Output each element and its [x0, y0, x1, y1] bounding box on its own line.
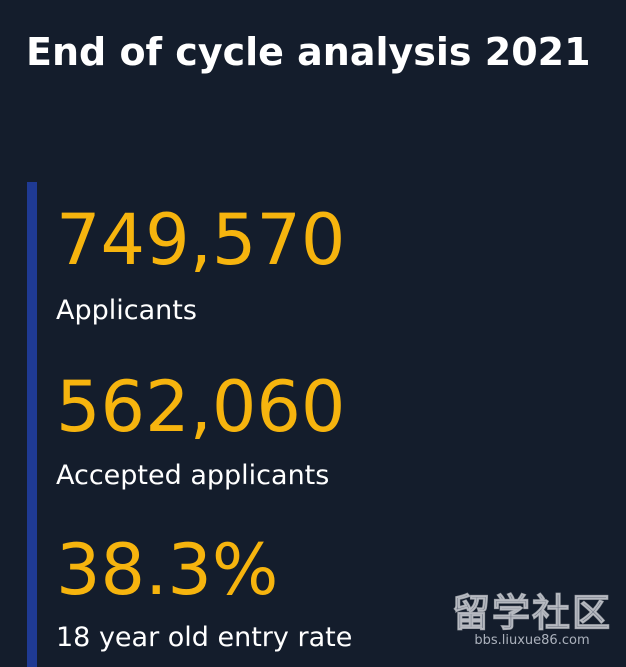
- watermark: 留学社区 bbs.liuxue86.com: [451, 591, 612, 649]
- stat-entry-rate: 38.3% 18 year old entry rate: [56, 535, 352, 654]
- stat-value: 562,060: [56, 366, 346, 448]
- accent-bar: [27, 182, 37, 667]
- stat-value: 38.3%: [56, 529, 279, 611]
- stat-applicants: 749,570 Applicants: [56, 205, 345, 327]
- stat-label: Applicants: [56, 295, 197, 326]
- stat-label: Accepted applicants: [56, 460, 330, 491]
- stat-value: 749,570: [56, 199, 346, 281]
- stat-accepted-applicants: 562,060 Accepted applicants: [56, 372, 345, 492]
- watermark-url: bbs.liuxue86.com: [474, 633, 590, 648]
- watermark-logo-text: 留学社区: [451, 591, 612, 635]
- stat-label: 18 year old entry rate: [56, 622, 353, 653]
- page-title: End of cycle analysis 2021: [26, 30, 591, 74]
